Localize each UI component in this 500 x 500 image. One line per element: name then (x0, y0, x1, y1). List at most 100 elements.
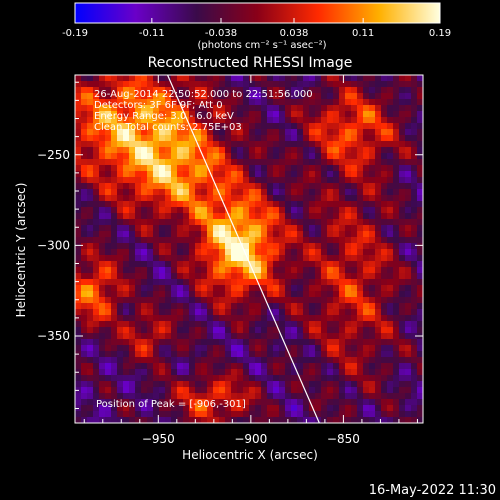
heatmap-cell (393, 93, 400, 100)
heatmap-cell (351, 243, 358, 250)
heatmap-cell (387, 147, 394, 154)
heatmap-cell (207, 213, 214, 220)
heatmap-cell (105, 81, 112, 88)
heatmap-cell (405, 381, 412, 388)
heatmap-cell (219, 399, 226, 406)
heatmap-cell (237, 243, 244, 250)
heatmap-cell (159, 249, 166, 256)
heatmap-cell (351, 255, 358, 262)
heatmap-cell (399, 363, 406, 370)
heatmap-cell (399, 237, 406, 244)
heatmap-cell (243, 111, 250, 118)
heatmap-cell (399, 399, 406, 406)
heatmap-cell (165, 189, 172, 196)
heatmap-cell (201, 291, 208, 298)
heatmap-cell (147, 231, 154, 238)
heatmap-cell (297, 261, 304, 268)
heatmap-cell (213, 411, 220, 418)
heatmap-cell (339, 303, 346, 310)
heatmap-cell (75, 153, 82, 160)
heatmap-cell (315, 123, 322, 130)
heatmap-cell (81, 111, 88, 118)
heatmap-cell (135, 345, 142, 352)
heatmap-cell (309, 231, 316, 238)
heatmap-cell (135, 129, 142, 136)
heatmap-cell (111, 135, 118, 142)
heatmap-cell (153, 237, 160, 244)
heatmap-cell (261, 321, 268, 328)
heatmap-cell (417, 309, 423, 316)
heatmap-cell (201, 303, 208, 310)
heatmap-cell (213, 381, 220, 388)
heatmap-cell (99, 411, 106, 418)
heatmap-cell (135, 165, 142, 172)
heatmap-cell (321, 99, 328, 106)
heatmap-cell (207, 321, 214, 328)
heatmap-cell (81, 165, 88, 172)
heatmap-cell (267, 75, 274, 82)
heatmap-cell (267, 285, 274, 292)
colorbar-tick-label: 0.038 (280, 28, 309, 39)
heatmap-cell (105, 99, 112, 106)
heatmap-cell (147, 129, 154, 136)
heatmap-cell (327, 81, 334, 88)
heatmap-cell (387, 279, 394, 286)
heatmap-cell (405, 147, 412, 154)
heatmap-cell (141, 387, 148, 394)
heatmap-cell (129, 375, 136, 382)
heatmap-cell (81, 357, 88, 364)
heatmap-cell (411, 147, 418, 154)
heatmap-cell (303, 387, 310, 394)
heatmap-cell (165, 369, 172, 376)
heatmap-cell (117, 159, 124, 166)
heatmap-cell (165, 219, 172, 226)
heatmap-cell (165, 375, 172, 382)
heatmap-cell (345, 207, 352, 214)
heatmap-cell (339, 123, 346, 130)
heatmap-cell (297, 387, 304, 394)
heatmap-cell (123, 249, 130, 256)
heatmap-cell (309, 393, 316, 400)
heatmap-cell (123, 171, 130, 178)
heatmap-cell (93, 267, 100, 274)
heatmap-cell (105, 285, 112, 292)
heatmap-cell (87, 243, 94, 250)
heatmap-cell (159, 141, 166, 148)
heatmap-cell (231, 129, 238, 136)
heatmap-cell (327, 411, 334, 418)
heatmap-cell (153, 387, 160, 394)
heatmap-cell (321, 321, 328, 328)
heatmap-cell (351, 201, 358, 208)
heatmap-cell (75, 99, 82, 106)
heatmap-cell (183, 273, 190, 280)
heatmap-cell (93, 171, 100, 178)
heatmap-cell (411, 291, 418, 298)
heatmap-cell (207, 201, 214, 208)
heatmap-cell (141, 117, 148, 124)
heatmap-cell (339, 153, 346, 160)
heatmap-cell (357, 225, 364, 232)
heatmap-cell (153, 153, 160, 160)
heatmap-cell (315, 393, 322, 400)
heatmap-cell (111, 357, 118, 364)
heatmap-cell (333, 195, 340, 202)
heatmap-cell (81, 231, 88, 238)
heatmap-cell (375, 117, 382, 124)
heatmap-cell (237, 309, 244, 316)
heatmap-cell (339, 321, 346, 328)
heatmap-cell (129, 129, 136, 136)
heatmap-cell (255, 315, 262, 322)
heatmap-cell (411, 279, 418, 286)
heatmap-cell (267, 267, 274, 274)
heatmap-cell (273, 87, 280, 94)
heatmap-cell (129, 363, 136, 370)
heatmap-cell (357, 129, 364, 136)
heatmap-cell (387, 291, 394, 298)
heatmap-cell (279, 369, 286, 376)
heatmap-cell (171, 393, 178, 400)
heatmap-cell (285, 345, 292, 352)
axis-ticks: −950 −900 −850−250−300−350 (37, 75, 423, 446)
heatmap-cell (243, 237, 250, 244)
heatmap-cell (375, 243, 382, 250)
heatmap-cell (357, 267, 364, 274)
